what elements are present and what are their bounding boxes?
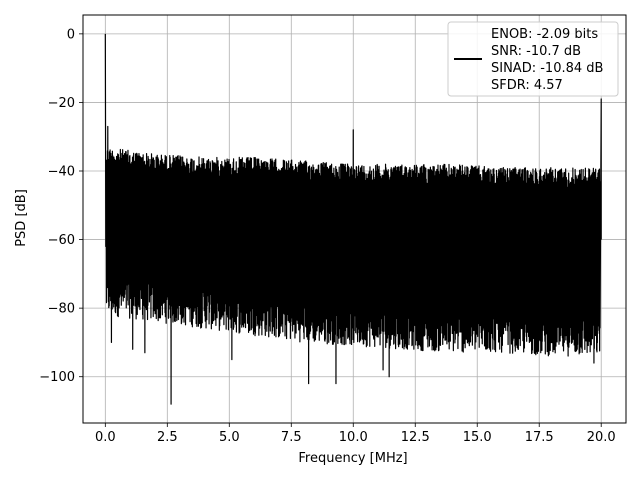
legend-frame <box>447 21 619 97</box>
legend-snr: SNR: -10.7 dB <box>491 44 581 59</box>
psd-trace-line <box>104 33 602 405</box>
x-tick-label: 0.0 <box>95 430 116 445</box>
x-axis-label: Frequency [MHz] <box>298 451 407 466</box>
axes <box>82 14 627 424</box>
y-axis-label: PSD [dB] <box>14 189 29 247</box>
legend-sinad: SINAD: -10.84 dB <box>491 61 603 76</box>
y-tick-label: 0 <box>67 27 75 42</box>
x-tick-label: 2.5 <box>157 430 178 445</box>
x-tick-label: 7.5 <box>281 430 302 445</box>
plot-area <box>104 33 602 405</box>
x-tick-label: 15.0 <box>463 430 492 445</box>
legend-enob: ENOB: -2.09 bits <box>491 27 598 42</box>
x-tick-label: 17.5 <box>525 430 554 445</box>
x-tick-label: 10.0 <box>339 430 368 445</box>
legend: ENOB: -2.09 bits SNR: -10.7 dB SINAD: -1… <box>447 21 619 97</box>
y-tick-label: −100 <box>39 370 75 385</box>
axes-frame <box>82 14 627 424</box>
y-tick-label: −60 <box>48 233 75 248</box>
x-tick-label: 12.5 <box>401 430 430 445</box>
x-tick-label: 5.0 <box>219 430 240 445</box>
y-tick-label: −40 <box>48 165 75 180</box>
legend-sfdr: SFDR: 4.57 <box>491 78 563 93</box>
y-tick-label: −80 <box>48 302 75 317</box>
x-tick-label: 20.0 <box>587 430 616 445</box>
ticks: 0.0 2.5 5.0 7.5 10.0 12.5 15.0 17.5 20.0 0 −20 −40 −… <box>39 27 615 445</box>
y-tick-label: −20 <box>48 96 75 111</box>
